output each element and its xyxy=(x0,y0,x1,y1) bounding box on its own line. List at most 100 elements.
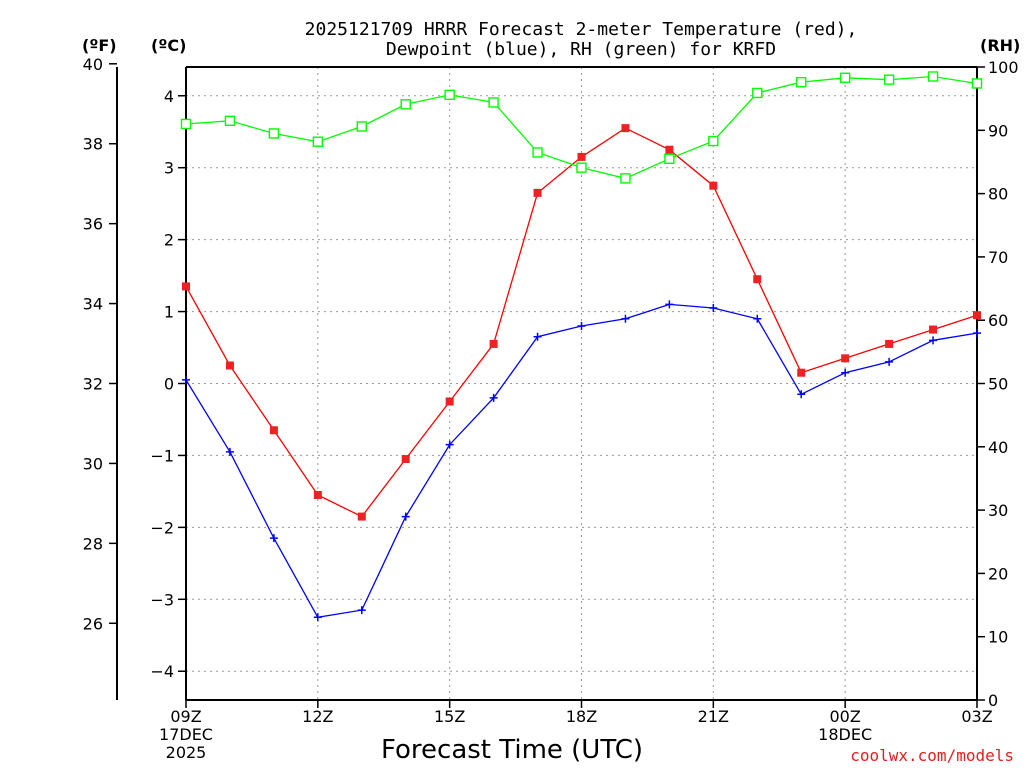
temperature-point xyxy=(841,354,850,363)
tick-labels: 43210−1−2−3−4403836343230282610090807060… xyxy=(83,55,1019,762)
rh-tick-label: 0 xyxy=(988,691,998,710)
dewpoint-point xyxy=(225,447,234,456)
grid-lines xyxy=(186,67,977,700)
celsius-tick-label: −3 xyxy=(150,590,174,609)
temperature-point xyxy=(621,124,630,133)
x-tick-label: 17DEC xyxy=(159,725,213,744)
rh-point xyxy=(708,135,719,147)
celsius-tick-label: 1 xyxy=(164,303,174,322)
x-tick-label: 03Z xyxy=(961,707,992,726)
x-tick-label: 21Z xyxy=(698,707,729,726)
temperature-point xyxy=(313,490,322,499)
rh-point xyxy=(400,99,411,110)
dewpoint-point xyxy=(753,314,762,323)
fahrenheit-tick-label: 30 xyxy=(83,454,103,473)
dewpoint-point xyxy=(973,329,981,338)
dewpoint-point xyxy=(269,534,278,543)
rh-point xyxy=(796,76,807,88)
dewpoint-point xyxy=(401,512,410,521)
celsius-tick-label: −2 xyxy=(150,518,174,537)
dewpoint-point xyxy=(577,321,586,330)
dewpoint-point xyxy=(357,606,366,615)
rh-tick-label: 10 xyxy=(988,628,1008,647)
x-tick-label: 00Z xyxy=(830,707,861,726)
rh-tick-label: 40 xyxy=(988,438,1008,457)
temperature-point xyxy=(357,512,366,521)
rh-point xyxy=(532,147,543,158)
x-tick-label: 18Z xyxy=(566,707,597,726)
rh-tick-label: 90 xyxy=(988,121,1008,140)
rh-point xyxy=(180,118,192,130)
rh-point xyxy=(356,121,367,132)
temperature-point xyxy=(445,397,454,406)
dewpoint-point xyxy=(929,336,938,345)
rh-point xyxy=(268,128,280,139)
x-tick-label: 12Z xyxy=(302,707,333,726)
celsius-tick-label: −4 xyxy=(150,662,174,681)
temperature-point xyxy=(577,152,586,161)
dewpoint-point xyxy=(182,375,190,384)
rh-point xyxy=(488,97,499,108)
rh-unit-label: (RH) xyxy=(980,36,1020,55)
rh-tick-label: 20 xyxy=(988,564,1008,583)
temperature-point xyxy=(225,361,234,370)
rh-tick-label: 80 xyxy=(988,185,1008,204)
dewpoint-point xyxy=(665,300,674,309)
celsius-unit-label: (ºC) xyxy=(151,36,186,55)
fahrenheit-tick-label: 34 xyxy=(83,295,103,314)
dewpoint-point xyxy=(797,390,806,399)
fahrenheit-tick-label: 26 xyxy=(83,614,103,633)
dewpoint-point xyxy=(445,440,454,449)
data-series xyxy=(180,71,983,622)
fahrenheit-tick-label: 38 xyxy=(83,135,103,154)
temperature-point xyxy=(665,145,674,154)
celsius-tick-label: 3 xyxy=(164,159,174,178)
x-tick-label: 18DEC xyxy=(818,725,872,744)
rh-point xyxy=(752,87,763,99)
rh-point xyxy=(971,78,983,89)
rh-point xyxy=(576,162,587,173)
series-line xyxy=(185,303,978,619)
rh-tick-label: 70 xyxy=(988,248,1008,267)
celsius-tick-label: 4 xyxy=(164,87,174,106)
temperature-point xyxy=(533,188,542,197)
rh-point xyxy=(883,74,895,85)
temperature-point xyxy=(973,311,981,320)
temperature-point xyxy=(753,275,762,284)
axes xyxy=(109,63,985,708)
rh-point xyxy=(839,72,851,83)
credit-text: coolwx.com/models xyxy=(850,746,1014,765)
dewpoint-point xyxy=(709,303,718,312)
dewpoint-point xyxy=(841,368,850,377)
fahrenheit-tick-label: 28 xyxy=(83,534,103,553)
dewpoint-point xyxy=(621,314,630,323)
rh-point xyxy=(224,115,236,127)
x-axis-label: Forecast Time (UTC) xyxy=(381,735,643,765)
x-tick-label: 15Z xyxy=(434,707,465,726)
temperature-point xyxy=(929,325,938,334)
fahrenheit-tick-label: 40 xyxy=(83,55,103,74)
rh-point xyxy=(927,71,939,82)
temperature-point xyxy=(401,455,410,464)
temperature-point xyxy=(709,181,718,190)
dewpoint-point xyxy=(313,613,322,622)
chart-title-line-2: Dewpoint (blue), RH (green) for KRFD xyxy=(386,39,776,60)
celsius-tick-label: 0 xyxy=(164,375,174,394)
temperature-point xyxy=(182,282,190,291)
rh-point xyxy=(664,153,675,164)
temperature-point xyxy=(885,339,894,348)
temperature-point xyxy=(797,368,806,377)
x-tick-label: 09Z xyxy=(170,707,201,726)
fahrenheit-tick-label: 36 xyxy=(83,215,103,234)
dewpoint-point xyxy=(885,357,894,366)
dewpoint-point xyxy=(533,332,542,341)
rh-point xyxy=(620,173,631,184)
x-tick-label: 2025 xyxy=(166,743,207,762)
fahrenheit-unit-label: (ºF) xyxy=(82,36,117,55)
rh-point xyxy=(444,89,455,101)
fahrenheit-tick-label: 32 xyxy=(83,375,103,394)
dewpoint-point xyxy=(489,393,498,402)
rh-point xyxy=(312,136,324,147)
temperature-point xyxy=(269,426,278,435)
